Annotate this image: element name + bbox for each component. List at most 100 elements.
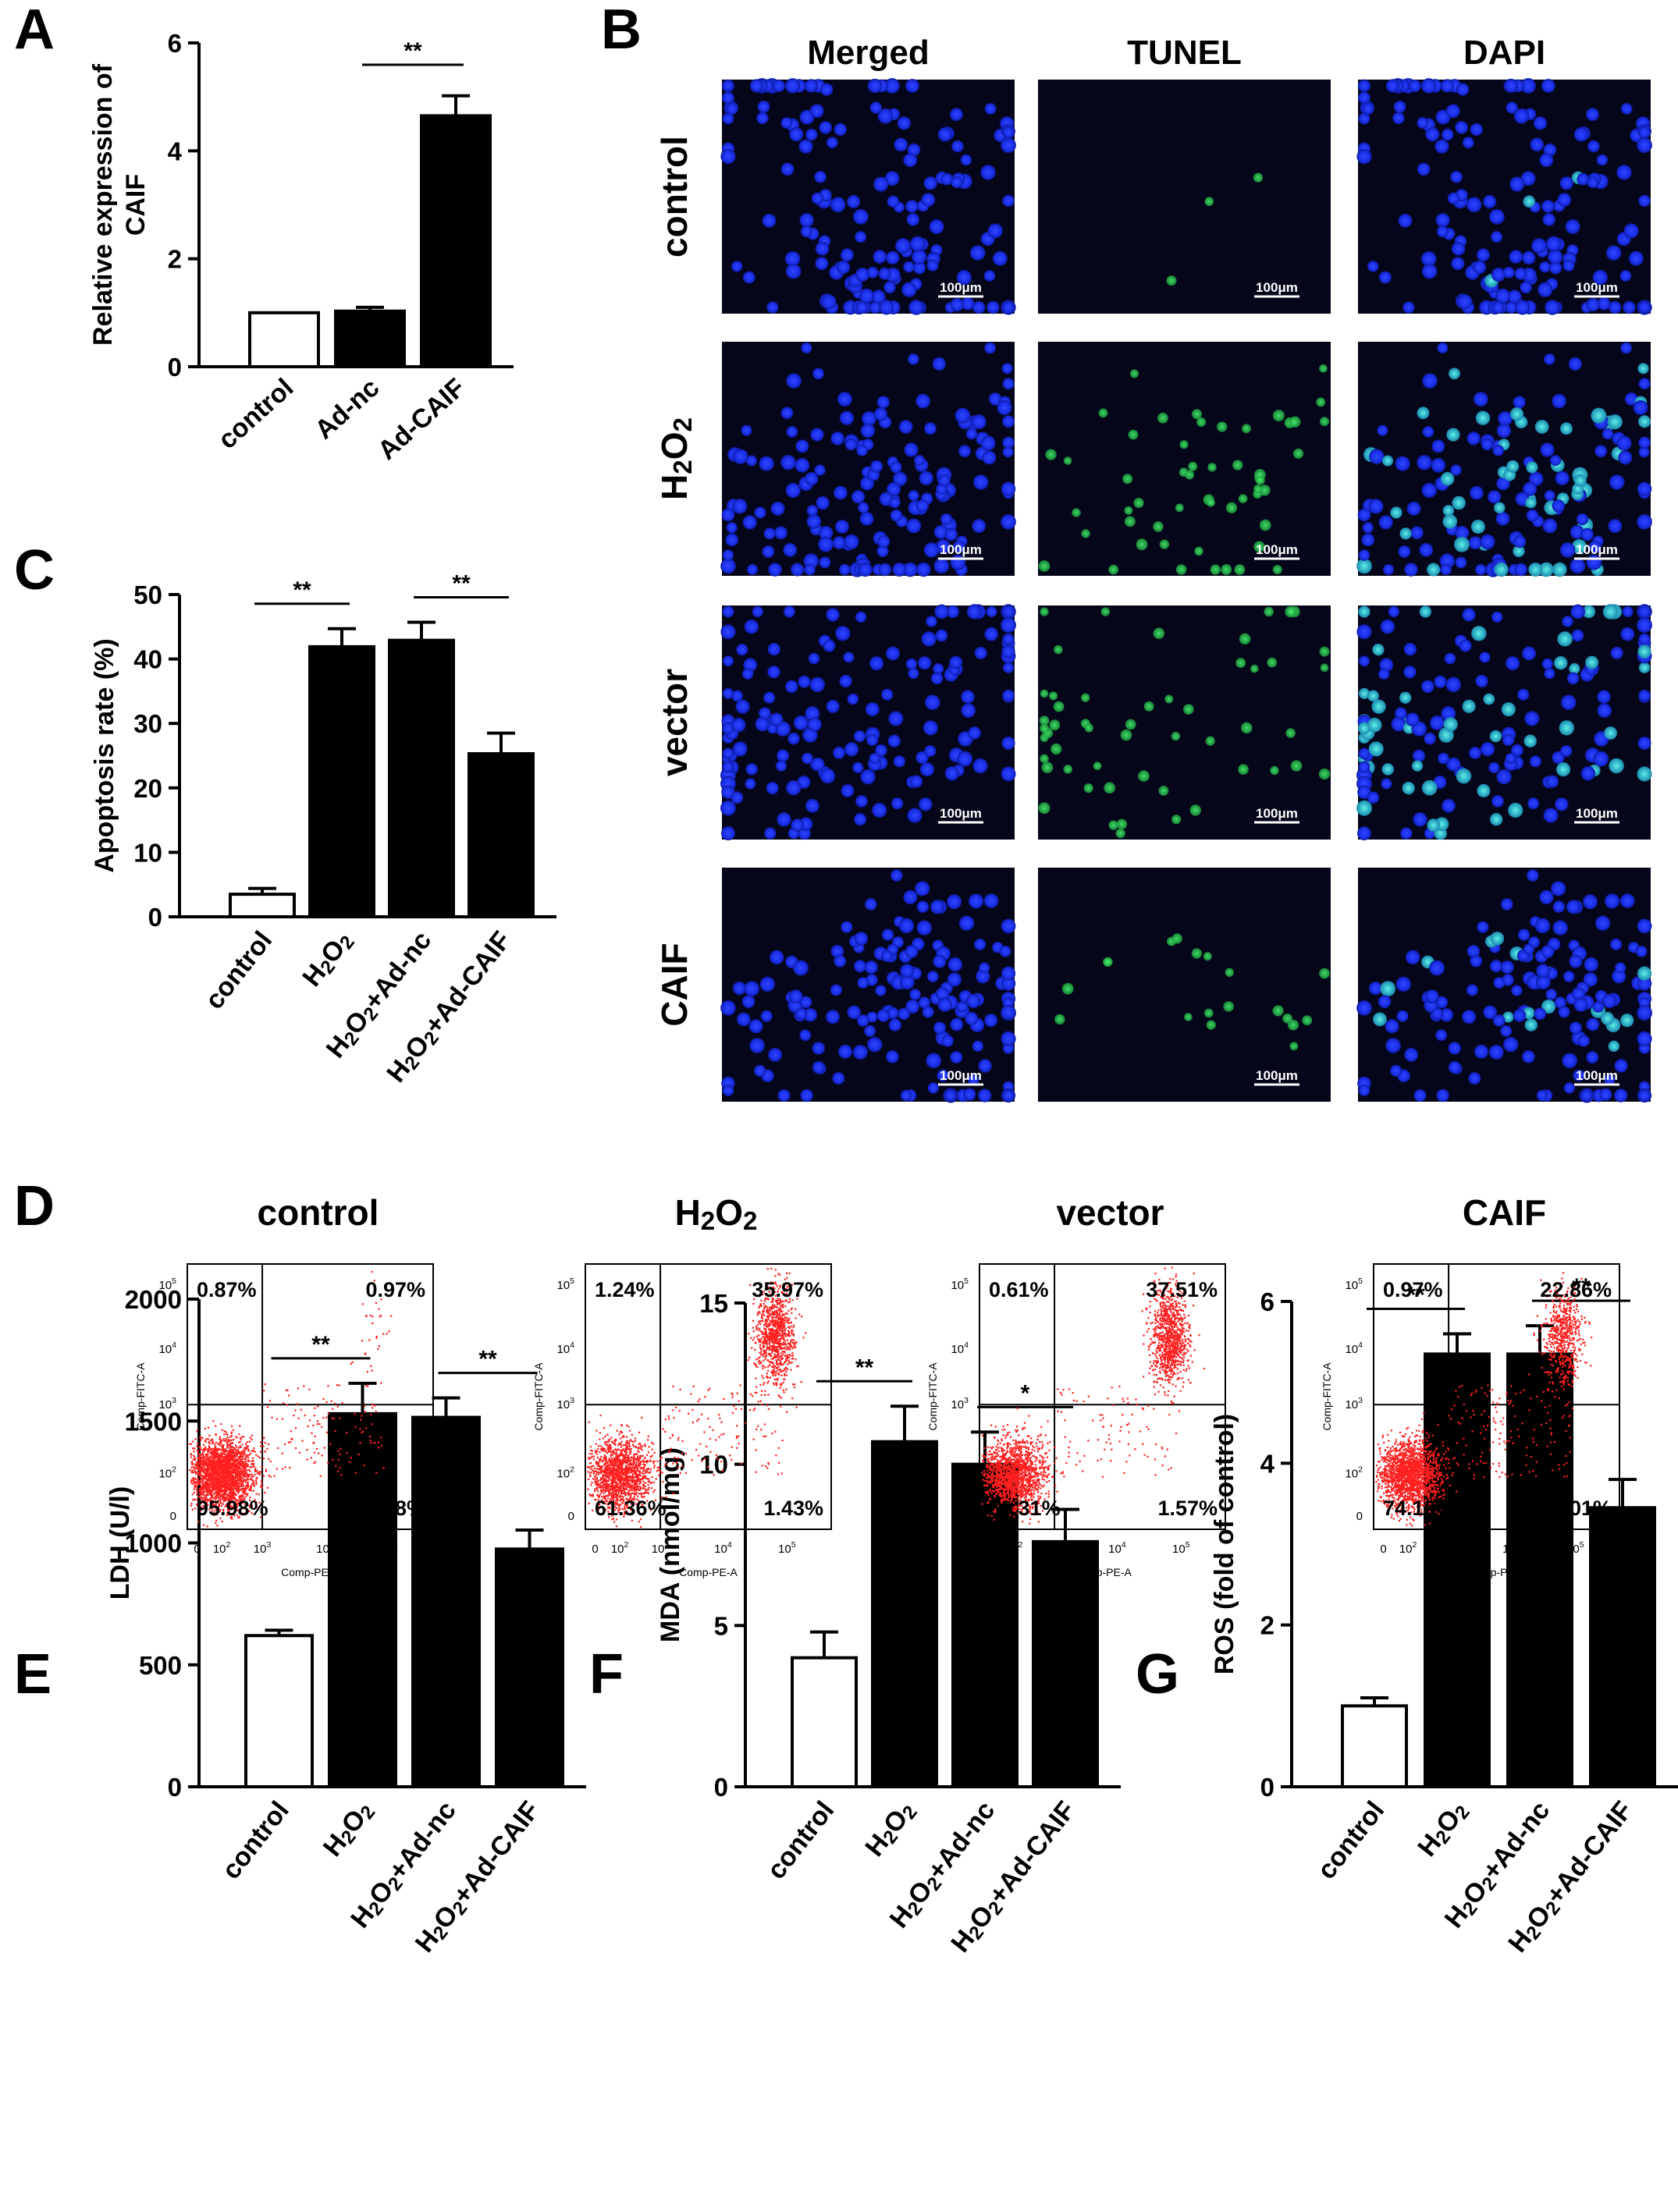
tunel-positive-nucleus <box>1239 633 1251 645</box>
event-dot <box>720 1433 723 1436</box>
nucleus <box>1452 495 1466 510</box>
event-dot <box>198 1457 201 1459</box>
event-dot <box>209 1467 212 1469</box>
event-dot <box>773 1313 776 1316</box>
bar-h2o2 <box>871 1440 938 1788</box>
nucleus <box>1569 1021 1582 1035</box>
event-dot <box>193 1467 196 1469</box>
event-dot <box>315 1447 318 1450</box>
event-dot <box>245 1479 247 1482</box>
event-dot <box>202 1479 204 1482</box>
nucleus <box>1500 898 1513 911</box>
event-dot <box>642 1487 644 1489</box>
event-dot <box>231 1464 233 1466</box>
scale-bar-label: 100μm <box>1256 280 1298 295</box>
event-dot <box>251 1457 254 1460</box>
nucleus <box>909 989 921 1000</box>
nucleus <box>900 1089 912 1102</box>
nucleus <box>1491 267 1506 282</box>
nucleus <box>887 734 901 747</box>
nucleus <box>950 1017 964 1031</box>
nucleus <box>1523 734 1537 747</box>
event-dot <box>195 1493 198 1496</box>
event-dot <box>221 1455 224 1458</box>
nucleus <box>854 813 867 826</box>
nucleus <box>1620 102 1633 115</box>
event-dot <box>805 1332 807 1334</box>
event-dot <box>242 1487 244 1489</box>
event-dot <box>209 1455 212 1458</box>
event-dot <box>361 1340 364 1342</box>
event-dot <box>668 1450 670 1452</box>
event-dot <box>222 1479 226 1481</box>
event-dot <box>690 1393 692 1395</box>
nucleus <box>776 749 790 762</box>
event-dot <box>265 1470 267 1472</box>
nucleus <box>784 250 801 267</box>
event-dot <box>327 1461 329 1464</box>
nucleus <box>805 128 818 141</box>
tunel-positive-nucleus <box>1221 564 1232 575</box>
event-dot <box>200 1462 202 1465</box>
event-dot <box>229 1484 233 1486</box>
tunel-positive-nucleus <box>1061 982 1074 995</box>
event-dot <box>239 1445 241 1447</box>
tunel-positive-nucleus <box>1319 646 1330 657</box>
event-dot <box>212 1451 214 1454</box>
nucleus <box>1554 655 1568 670</box>
nucleus <box>1493 977 1506 989</box>
event-dot <box>375 1301 378 1304</box>
tunel-positive-nucleus <box>1184 1013 1193 1021</box>
nucleus <box>980 435 996 451</box>
nucleus <box>1367 717 1382 733</box>
event-dot <box>266 1406 269 1408</box>
event-dot <box>241 1472 244 1474</box>
event-dot <box>260 1479 262 1482</box>
event-dot <box>340 1447 342 1450</box>
nucleus <box>1608 519 1623 534</box>
event-dot <box>244 1487 246 1489</box>
event-dot <box>265 1468 268 1471</box>
tunel-positive-nucleus <box>1038 560 1051 572</box>
nucleus <box>1538 562 1554 577</box>
nucleus <box>1466 984 1478 996</box>
nucleus <box>1469 746 1481 759</box>
event-dot <box>207 1490 209 1493</box>
nucleus <box>1368 741 1384 757</box>
nucleus <box>1393 100 1406 113</box>
event-dot <box>202 1476 204 1479</box>
event-dot <box>341 1402 343 1404</box>
nucleus <box>1001 966 1016 981</box>
nucleus <box>1488 490 1502 504</box>
event-dot <box>266 1447 268 1450</box>
event-dot <box>224 1485 226 1488</box>
event-dot <box>802 1337 805 1339</box>
event-dot <box>210 1480 213 1482</box>
event-dot <box>202 1480 204 1483</box>
event-dot <box>207 1438 209 1440</box>
nucleus <box>1616 165 1632 180</box>
tunel-positive-nucleus <box>1124 506 1133 515</box>
nucleus <box>1623 223 1639 239</box>
event-dot <box>360 1418 362 1421</box>
event-dot <box>227 1470 229 1472</box>
event-dot <box>193 1454 195 1457</box>
event-dot <box>775 1454 777 1457</box>
nucleus <box>819 121 833 134</box>
nucleus <box>1395 976 1412 992</box>
event-dot <box>214 1464 216 1466</box>
event-dot <box>226 1436 229 1439</box>
nucleus <box>893 755 905 768</box>
event-dot <box>197 1450 199 1453</box>
nucleus <box>949 655 963 669</box>
event-dot <box>791 1397 794 1400</box>
x-category-label: control <box>212 373 299 455</box>
nucleus <box>1552 920 1569 936</box>
event-dot <box>197 1465 199 1467</box>
event-dot <box>327 1385 329 1387</box>
tunel-positive-nucleus <box>1120 729 1132 741</box>
nucleus <box>1638 415 1651 428</box>
nucleus <box>1616 435 1632 451</box>
event-dot <box>251 1463 254 1466</box>
nucleus <box>933 663 944 675</box>
